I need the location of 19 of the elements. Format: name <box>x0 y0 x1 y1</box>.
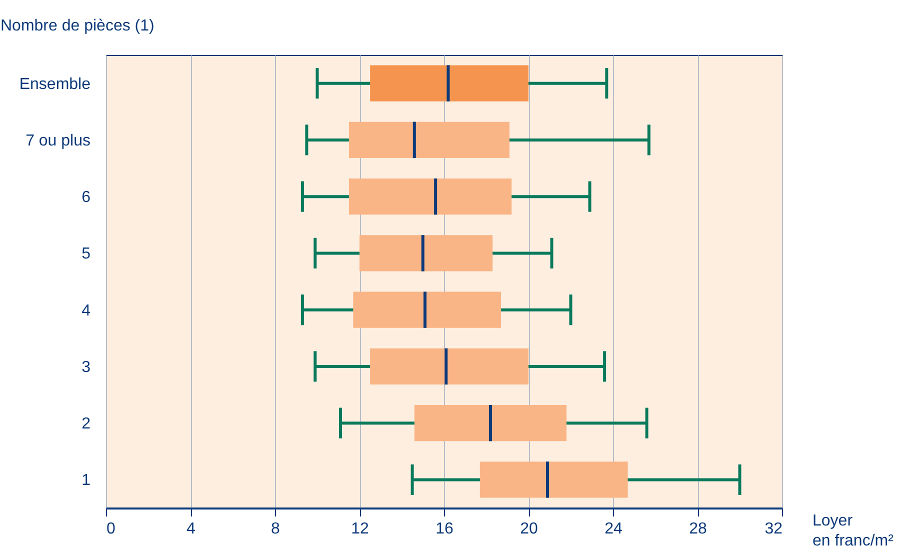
x-tick-label: 24 <box>604 520 622 538</box>
x-tick-label: 32 <box>764 520 783 538</box>
x-tick-label: 20 <box>520 520 538 538</box>
x-tick-label: 28 <box>689 520 707 538</box>
y-axis-title: Nombre de pièces (1) <box>0 18 154 34</box>
y-tick-label: 4 <box>82 302 91 320</box>
x-tick-label: 0 <box>106 520 116 538</box>
x-tick-label: 16 <box>436 520 454 538</box>
y-tick-label: 3 <box>82 358 91 376</box>
y-tick-label: 7 ou plus <box>26 132 90 150</box>
y-tick-label: Ensemble <box>19 76 91 93</box>
y-tick-label: 1 <box>82 472 91 490</box>
y-tick-label: 2 <box>82 416 91 433</box>
x-tick-label: 4 <box>186 520 196 538</box>
x-tick-label: 8 <box>271 520 280 538</box>
x-tick-label: 12 <box>351 520 369 538</box>
y-tick-label: 6 <box>82 189 91 206</box>
y-tick-label: 5 <box>82 246 91 263</box>
x-axis-title: Loyer en franc/m² <box>812 512 894 550</box>
